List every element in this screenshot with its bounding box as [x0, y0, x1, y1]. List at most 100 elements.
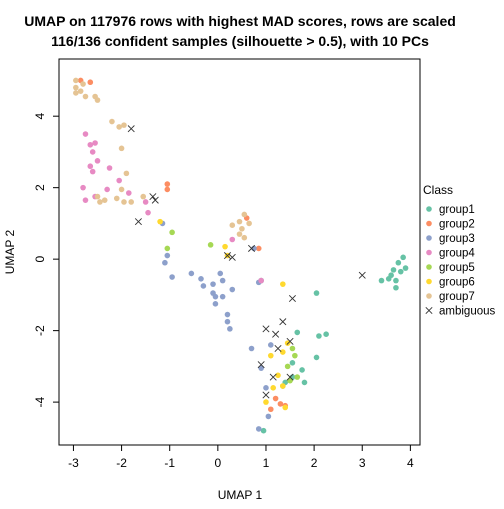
point-group3 — [255, 426, 262, 432]
point-group7 — [118, 145, 125, 152]
legend-label-group2: group2 — [439, 219, 475, 231]
point-ambiguous — [127, 125, 135, 133]
point-group7 — [118, 186, 125, 193]
point-group7 — [239, 225, 245, 232]
point-group1 — [301, 379, 308, 386]
point-group4 — [258, 277, 264, 284]
point-group3 — [265, 413, 272, 420]
y-tick-label: 0 — [33, 255, 47, 262]
point-group1 — [313, 290, 320, 296]
y-axis: -4 -2 0 2 4 — [33, 113, 60, 407]
point-ambiguous — [149, 193, 157, 201]
point-group3 — [219, 293, 226, 300]
point-group1 — [402, 265, 409, 271]
point-group6 — [275, 372, 281, 379]
legend-label-group1: group1 — [439, 204, 475, 216]
point-group5 — [284, 363, 291, 370]
x-tick-label: 2 — [311, 456, 318, 470]
point-group1 — [393, 277, 399, 284]
point-group3 — [263, 385, 269, 391]
x-axis: -3 -2 -1 0 1 2 3 4 — [68, 444, 414, 470]
point-group5 — [164, 245, 171, 252]
point-ambiguous — [269, 373, 277, 381]
y-tick-label: 2 — [33, 184, 47, 191]
legend-label-group4: group4 — [439, 248, 475, 260]
point-group7 — [77, 88, 84, 94]
x-tick-label: -1 — [164, 456, 175, 470]
point-group1 — [378, 277, 385, 284]
point-group7 — [140, 193, 147, 200]
point-group3 — [210, 281, 216, 287]
point-group3 — [267, 342, 274, 348]
legend-label-group5: group5 — [439, 262, 475, 274]
point-group6 — [280, 383, 286, 389]
point-group2 — [267, 406, 274, 413]
point-group6 — [282, 404, 289, 411]
legend-marker-group7 — [426, 293, 432, 299]
point-group1 — [289, 359, 296, 366]
point-group1 — [294, 329, 301, 336]
point-group3 — [219, 277, 226, 284]
point-group7 — [121, 199, 127, 205]
point-group2 — [87, 79, 94, 86]
point-group6 — [270, 385, 276, 391]
legend-label-group7: group7 — [439, 291, 475, 303]
point-group7 — [128, 199, 134, 205]
point-group2 — [255, 245, 262, 252]
chart-subtitle: 116/136 confident samples (silhouette > … — [51, 33, 429, 49]
point-group5 — [292, 352, 298, 359]
point-group3 — [164, 252, 171, 259]
point-group4 — [125, 190, 132, 196]
point-group4 — [87, 163, 94, 170]
point-group3 — [217, 270, 224, 277]
point-group3 — [198, 276, 204, 282]
point-group7 — [123, 170, 130, 177]
point-ambiguous — [262, 325, 270, 333]
x-tick-label: -2 — [116, 456, 127, 470]
point-group7 — [246, 220, 252, 227]
point-group2 — [277, 401, 284, 407]
point-ambiguous — [274, 344, 282, 353]
point-group6 — [267, 352, 274, 359]
chart-title: UMAP on 117976 rows with highest MAD sco… — [24, 13, 456, 29]
point-ambiguous — [262, 391, 270, 399]
point-ambiguous — [358, 271, 366, 279]
point-group7 — [116, 124, 122, 130]
legend-marker-group5 — [426, 264, 432, 270]
point-ambiguous — [223, 252, 231, 260]
point-group3 — [248, 345, 255, 352]
point-group1 — [393, 284, 399, 291]
point-group4 — [106, 165, 113, 171]
point-ambiguous — [228, 253, 236, 261]
legend-title: Class — [423, 183, 453, 197]
point-ambiguous — [279, 318, 287, 326]
point-group5 — [289, 345, 296, 352]
legend-marker-group4 — [426, 249, 432, 256]
point-group7 — [113, 195, 120, 202]
point-ambiguous — [248, 244, 256, 252]
legend-label-group3: group3 — [439, 233, 475, 245]
point-group3 — [227, 326, 233, 332]
point-ambiguous — [286, 373, 294, 381]
point-group1 — [390, 267, 397, 273]
point-group1 — [260, 427, 267, 434]
point-group7 — [73, 90, 79, 96]
y-tick-label: 4 — [33, 113, 47, 120]
point-group6 — [222, 243, 228, 250]
point-ambiguous — [272, 330, 280, 338]
point-group3 — [212, 301, 219, 307]
point-group7 — [73, 84, 79, 91]
y-tick-label: -4 — [33, 396, 47, 407]
point-group4 — [145, 209, 151, 216]
legend-marker-group3 — [426, 235, 432, 241]
x-tick-label: -3 — [68, 456, 79, 470]
point-group4 — [104, 186, 110, 193]
point-group4 — [116, 177, 122, 184]
point-group4 — [80, 184, 86, 191]
point-group1 — [323, 331, 329, 338]
point-group7 — [101, 197, 108, 203]
point-group3 — [169, 274, 175, 280]
point-group1 — [400, 254, 406, 261]
point-group7 — [80, 81, 86, 87]
